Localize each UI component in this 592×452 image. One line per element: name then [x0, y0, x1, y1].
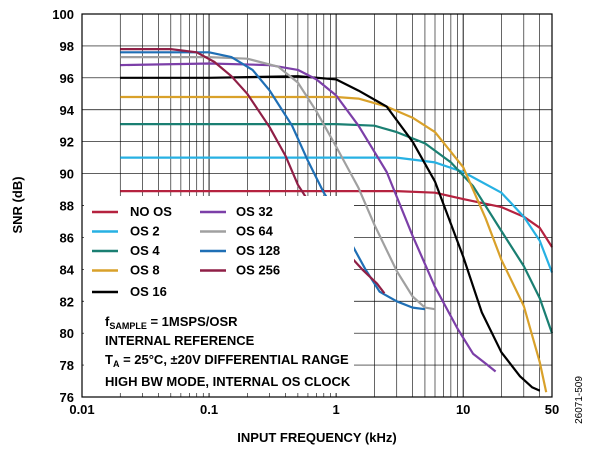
- legend-label: OS 32: [236, 204, 273, 219]
- legend-label: OS 16: [130, 284, 167, 299]
- legend-label: OS 128: [236, 243, 280, 258]
- condition-sample-rate: fSAMPLE = 1MSPS/OSR: [105, 314, 238, 331]
- y-tick-labels: 76 78 80 82 84 86 88 90 92 94 96 98 100: [52, 7, 74, 405]
- x-tick-label: 10: [456, 402, 470, 417]
- y-tick-label: 100: [52, 7, 74, 22]
- y-tick-label: 84: [60, 262, 75, 277]
- series-line-no-os: [120, 190, 553, 248]
- test-conditions: fSAMPLE = 1MSPS/OSR INTERNAL REFERENCE T…: [105, 314, 351, 389]
- series-line-os-4: [120, 123, 554, 334]
- condition-temperature-range: TA = 25°C, ±20V DIFFERENTIAL RANGE: [105, 352, 349, 369]
- y-tick-label: 94: [60, 103, 75, 118]
- series-line-os-2: [120, 156, 554, 273]
- x-tick-label: 50: [545, 402, 559, 417]
- x-tick-label: 1: [333, 402, 340, 417]
- figure-id: 26071-509: [574, 376, 585, 424]
- y-tick-label: 92: [60, 135, 74, 150]
- x-tick-label: 0.1: [200, 402, 218, 417]
- legend: NO OS OS 2 OS 4 OS 8 OS 16 OS 32 OS 64 OS 128 OS…: [92, 204, 280, 299]
- legend-label: NO OS: [130, 204, 172, 219]
- x-axis-title: INPUT FREQUENCY (kHz): [237, 430, 396, 445]
- x-tick-label: 0.01: [69, 402, 94, 417]
- series-line-os-64: [120, 56, 436, 311]
- y-tick-label: 86: [60, 230, 74, 245]
- series-line-os-256: [120, 48, 386, 294]
- condition-reference: INTERNAL REFERENCE: [105, 333, 255, 348]
- legend-label: OS 64: [236, 224, 274, 239]
- legend-label: OS 8: [130, 263, 160, 278]
- plot-frame: [81, 13, 553, 398]
- legend-label: OS 2: [130, 224, 160, 239]
- series-line-os-16: [120, 75, 541, 392]
- legend-background: [84, 196, 354, 393]
- y-tick-label: 80: [60, 326, 74, 341]
- y-tick-label: 96: [60, 71, 74, 86]
- y-tick-label: 98: [60, 39, 74, 54]
- series-line-os-128: [120, 51, 426, 311]
- condition-mode: HIGH BW MODE, INTERNAL OS CLOCK: [105, 374, 351, 389]
- y-axis-title: SNR (dB): [10, 176, 25, 233]
- y-tick-label: 88: [60, 199, 74, 214]
- y-tick-label: 78: [60, 358, 74, 373]
- x-tick-labels: 0.01 0.1 1 10 50: [69, 402, 559, 417]
- y-tick-label: 76: [60, 390, 74, 405]
- legend-label: OS 4: [130, 243, 160, 258]
- y-tick-label: 82: [60, 294, 74, 309]
- legend-label: OS 256: [236, 263, 280, 278]
- y-tick-label: 90: [60, 167, 74, 182]
- series-lines: [120, 48, 554, 393]
